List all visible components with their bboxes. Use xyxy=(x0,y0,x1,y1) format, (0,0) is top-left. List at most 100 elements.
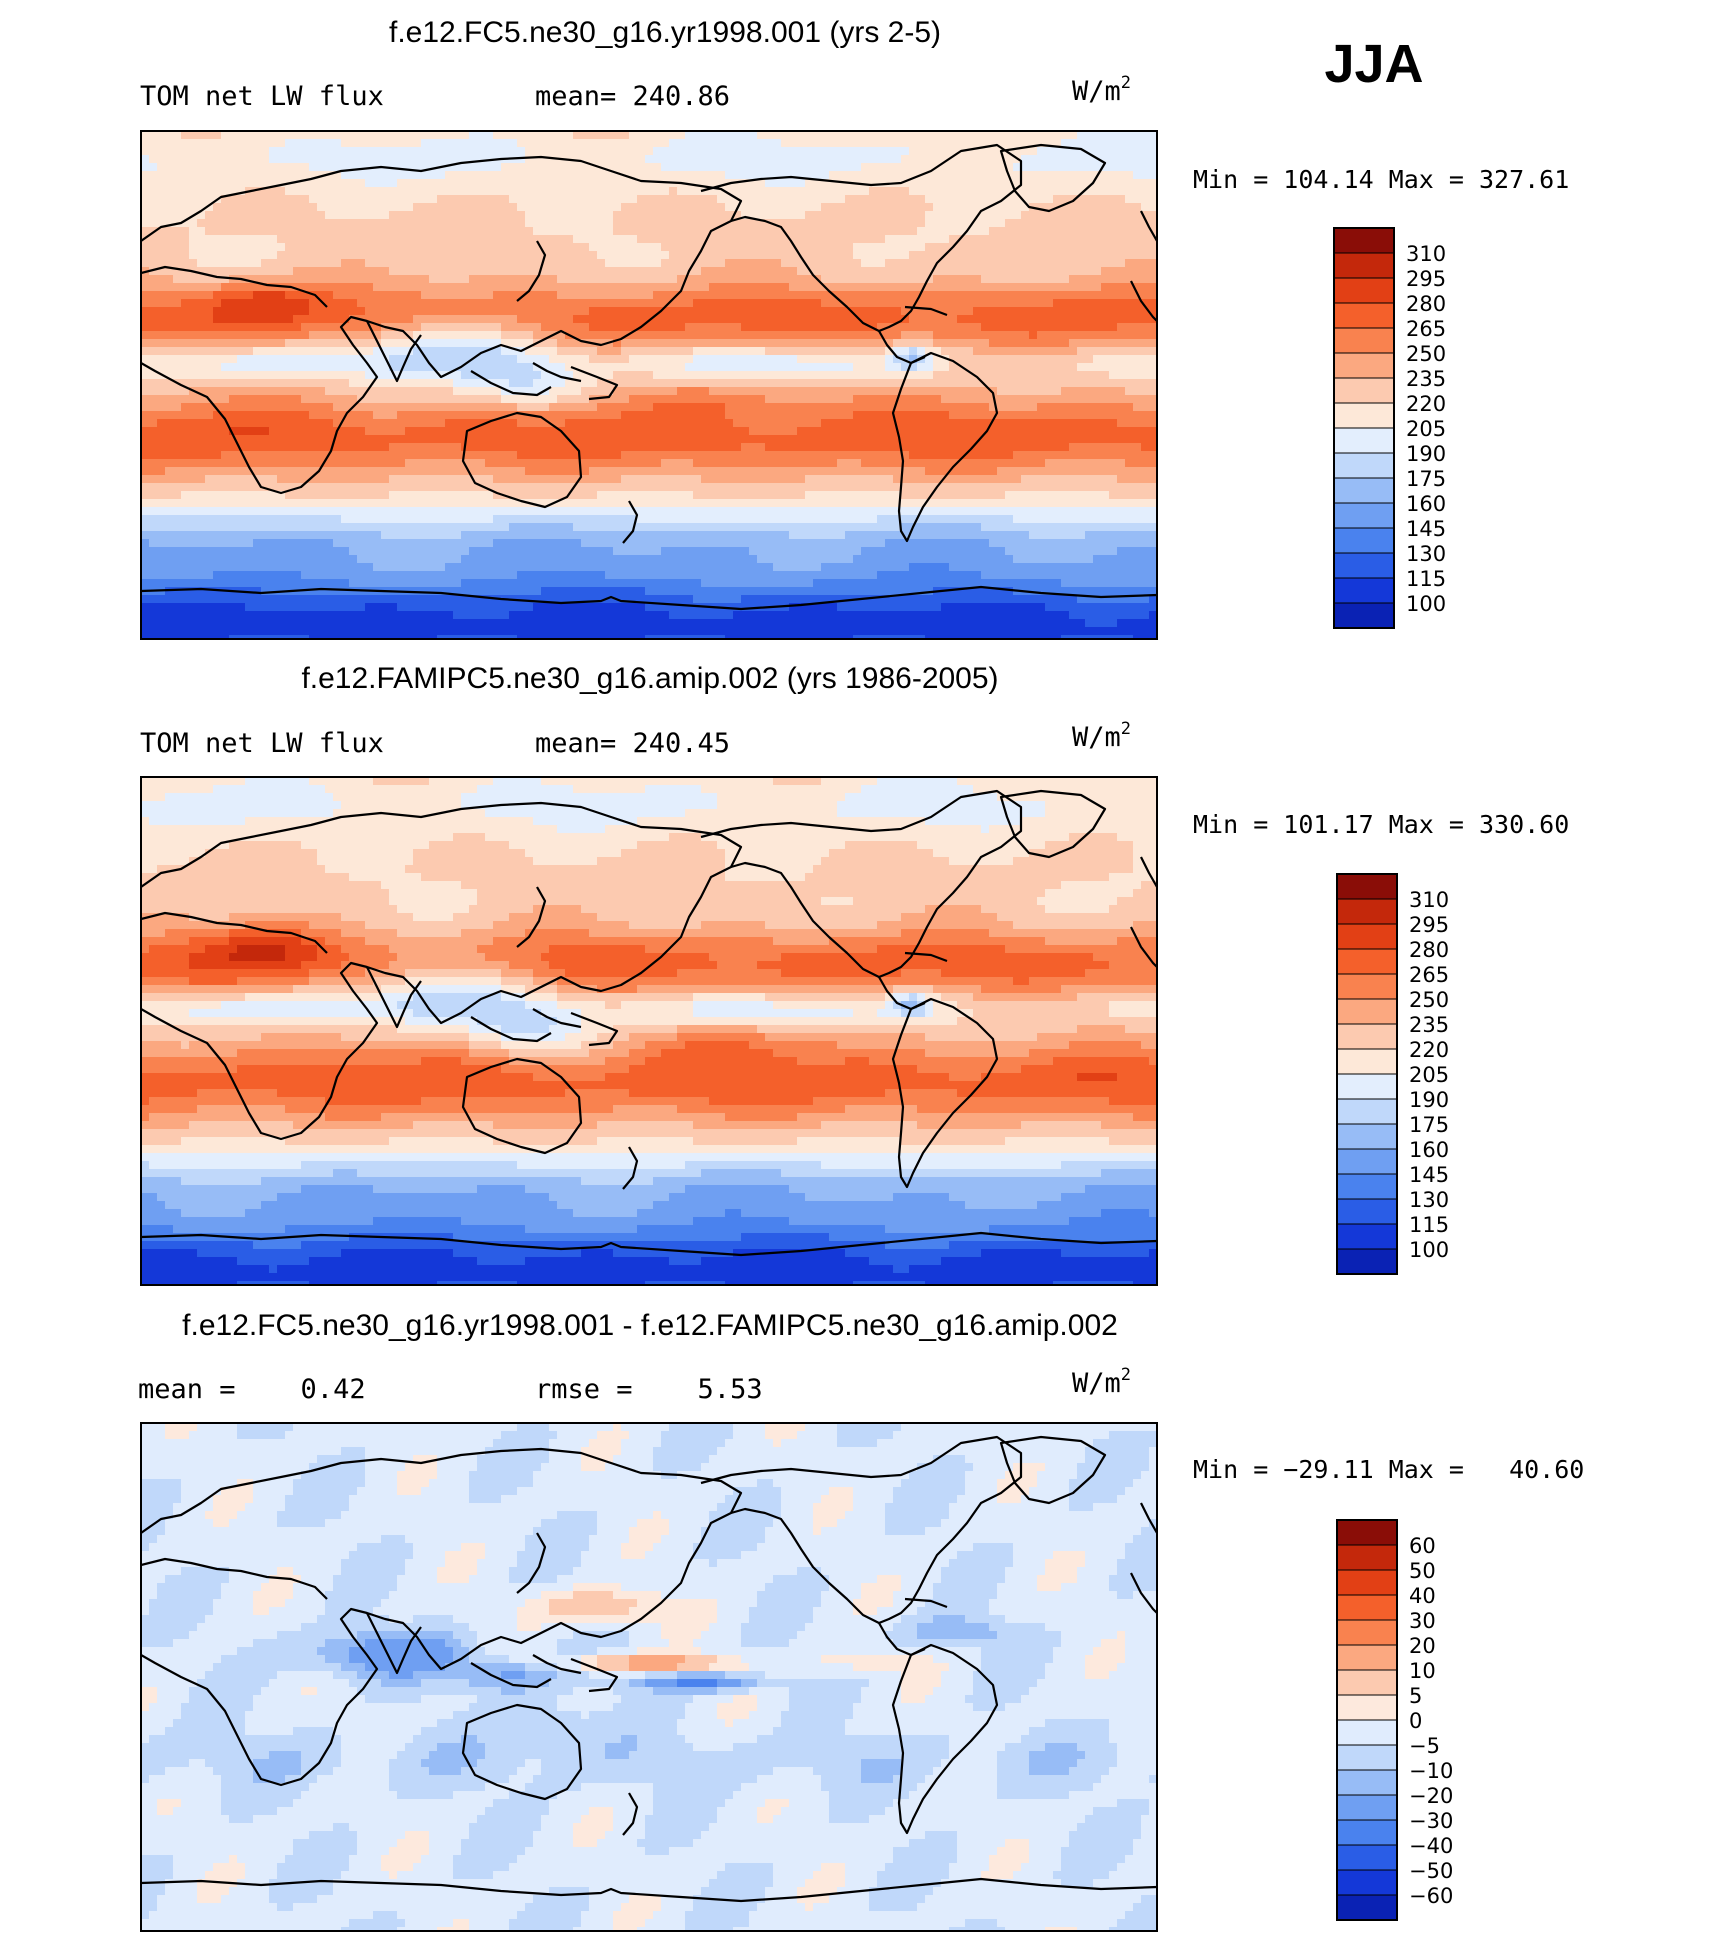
field-cell xyxy=(1045,809,1157,818)
field-cell xyxy=(477,1639,558,1648)
field-cell xyxy=(189,1041,470,1050)
field-cell xyxy=(501,1495,726,1504)
field-cell xyxy=(533,379,566,388)
field-cell xyxy=(669,1257,702,1266)
field-cell xyxy=(621,1543,654,1552)
field-cell xyxy=(645,785,702,794)
field-cell xyxy=(205,211,326,220)
field-cell xyxy=(477,1559,518,1568)
field-cell xyxy=(941,1679,974,1688)
field-cell xyxy=(477,897,822,906)
field-cell xyxy=(1061,1855,1126,1864)
field-cell xyxy=(493,1137,598,1146)
field-cell xyxy=(381,993,414,1002)
field-cell xyxy=(141,1177,182,1186)
field-cell xyxy=(869,1815,1086,1824)
field-cell xyxy=(141,571,214,580)
field-cell xyxy=(685,323,742,332)
field-cell xyxy=(1117,897,1157,906)
field-cell xyxy=(517,1423,550,1432)
colorbar-swatch xyxy=(1336,1173,1398,1200)
field-cell xyxy=(373,777,430,786)
field-cell xyxy=(1021,1065,1157,1074)
field-cell xyxy=(885,1631,918,1640)
field-cell xyxy=(325,1599,382,1608)
field-cell xyxy=(357,555,462,564)
field-cell xyxy=(1117,547,1157,556)
field-cell xyxy=(1061,985,1157,994)
field-cell xyxy=(845,1727,1030,1736)
field-cell xyxy=(205,849,318,858)
field-cell xyxy=(525,155,646,164)
field-cell xyxy=(285,139,342,148)
field-cell xyxy=(421,139,518,148)
field-cell xyxy=(365,427,406,436)
field-cell xyxy=(477,1735,622,1744)
colorbar-frame xyxy=(1333,227,1395,629)
field-cell xyxy=(293,1121,414,1130)
field-cell xyxy=(517,1281,646,1285)
field-cell xyxy=(837,1041,1070,1050)
field-cell xyxy=(1109,1009,1157,1018)
field-cell xyxy=(477,1815,542,1824)
field-cell xyxy=(349,1655,454,1664)
field-cell xyxy=(181,1041,190,1050)
field-cell xyxy=(1013,515,1157,524)
field-cell xyxy=(165,1519,214,1528)
field-cell xyxy=(149,1599,214,1608)
field-cell xyxy=(405,977,502,986)
colorbar-tick-label: −40 xyxy=(1409,1834,1453,1858)
field-cell xyxy=(797,1137,902,1146)
field-cell xyxy=(357,1687,502,1696)
field-cell xyxy=(141,451,222,460)
field-cell xyxy=(141,195,222,204)
field-cell xyxy=(1085,1671,1110,1680)
field-cell xyxy=(141,235,190,244)
field-cell xyxy=(141,1265,270,1274)
field-cell xyxy=(669,139,782,148)
field-cell xyxy=(901,1009,926,1018)
field-cell xyxy=(1149,1463,1157,1472)
field-cell xyxy=(709,1097,814,1106)
field-cell xyxy=(213,1607,254,1616)
field-cell xyxy=(141,841,230,850)
field-cell xyxy=(789,531,846,540)
field-cell xyxy=(837,1423,902,1432)
field-cell xyxy=(381,1855,422,1864)
field-cell xyxy=(141,993,246,1002)
field-cell xyxy=(813,1871,846,1880)
field-cell xyxy=(941,395,1157,404)
field-cell xyxy=(429,841,510,850)
field-cell xyxy=(677,1679,718,1688)
field-cell xyxy=(1101,267,1157,276)
field-cell xyxy=(757,1591,822,1600)
field-cell xyxy=(717,1679,742,1688)
field-cell xyxy=(701,475,806,484)
field-cell xyxy=(533,905,582,914)
field-cell xyxy=(253,539,334,548)
field-cell xyxy=(461,1639,478,1648)
colorbar-swatch xyxy=(1333,352,1395,379)
field-cell xyxy=(141,1081,1157,1090)
field-cell xyxy=(1101,1639,1126,1648)
field-cell xyxy=(725,1439,774,1448)
field-cell xyxy=(501,1033,566,1042)
field-cell xyxy=(277,1863,350,1872)
field-cell xyxy=(749,1607,814,1616)
colorbar-tick-label: 295 xyxy=(1406,267,1446,291)
colorbar-tick-label: 115 xyxy=(1409,1213,1449,1237)
field-cell xyxy=(149,267,294,276)
field-cell xyxy=(813,1503,854,1512)
colorbar-swatch xyxy=(1336,1098,1398,1125)
field-cell xyxy=(717,1599,758,1608)
field-cell xyxy=(141,611,454,620)
field-cell xyxy=(237,1431,286,1440)
field-cell xyxy=(365,1479,398,1488)
field-cell xyxy=(813,1615,902,1624)
field-cell xyxy=(1013,451,1157,460)
colorbar-swatch xyxy=(1333,552,1395,579)
field-cell xyxy=(933,371,1110,380)
colorbar-swatch xyxy=(1333,527,1395,554)
field-cell xyxy=(925,355,934,364)
field-cell xyxy=(509,523,574,532)
